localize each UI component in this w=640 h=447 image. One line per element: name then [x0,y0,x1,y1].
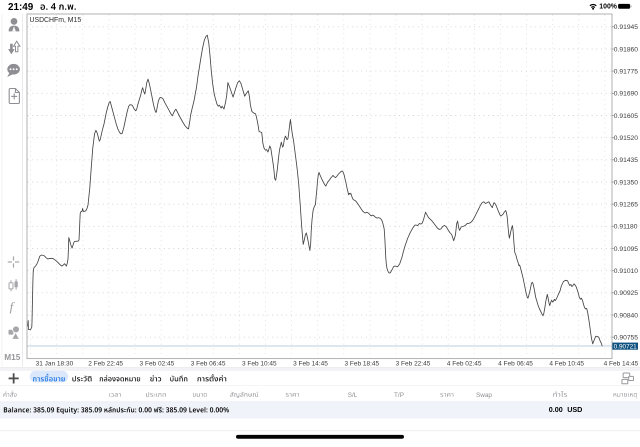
svg-text:0.91350: 0.91350 [614,179,638,186]
svg-text:USDCHFm, M15: USDCHFm, M15 [30,17,82,24]
svg-text:f: f [10,299,16,314]
svg-text:0.91605: 0.91605 [614,113,638,120]
svg-text:3 Feb 10:45: 3 Feb 10:45 [242,361,277,368]
svg-text:0.91265: 0.91265 [614,201,638,208]
svg-text:4 Feb 14:45: 4 Feb 14:45 [604,361,639,368]
svg-text:S/L: S/L [348,392,358,399]
svg-text:0.91690: 0.91690 [614,91,638,98]
svg-text:Swap: Swap [476,392,492,399]
svg-text:0.91945: 0.91945 [614,24,638,31]
svg-text:3 Feb 22:45: 3 Feb 22:45 [396,361,431,368]
svg-text:0.90925: 0.90925 [614,290,638,297]
svg-text:USD: USD [567,405,582,414]
svg-text:0.90755: 0.90755 [614,334,638,341]
svg-text:4 Feb 10:45: 4 Feb 10:45 [549,361,584,368]
svg-text:3 Feb 14:45: 3 Feb 14:45 [293,361,328,368]
svg-text:T/P: T/P [394,392,404,399]
svg-text:3 Feb 06:45: 3 Feb 06:45 [191,361,226,368]
svg-text:4 Feb 06:45: 4 Feb 06:45 [498,361,533,368]
svg-text:0.91010: 0.91010 [614,268,638,275]
svg-text:0.91180: 0.91180 [614,224,638,231]
svg-text:0.91775: 0.91775 [614,68,638,75]
svg-text:M15: M15 [4,352,21,362]
svg-text:2 Feb 22:45: 2 Feb 22:45 [88,361,123,368]
svg-text:4 Feb 02:45: 4 Feb 02:45 [447,361,482,368]
svg-text:31 Jan 18:30: 31 Jan 18:30 [36,361,74,368]
svg-text:21:49: 21:49 [8,2,34,13]
svg-text:3 Feb 18:45: 3 Feb 18:45 [344,361,379,368]
svg-text:3 Feb 02:45: 3 Feb 02:45 [140,361,175,368]
svg-text:0.91520: 0.91520 [614,135,638,142]
svg-text:0.91095: 0.91095 [614,246,638,253]
svg-text:0.90721: 0.90721 [614,343,638,350]
svg-text:0.00: 0.00 [549,405,563,414]
svg-text:0.90840: 0.90840 [614,312,638,319]
svg-text:100%: 100% [599,4,617,11]
svg-text:0.91860: 0.91860 [614,46,638,53]
svg-text:0.91435: 0.91435 [614,157,638,164]
